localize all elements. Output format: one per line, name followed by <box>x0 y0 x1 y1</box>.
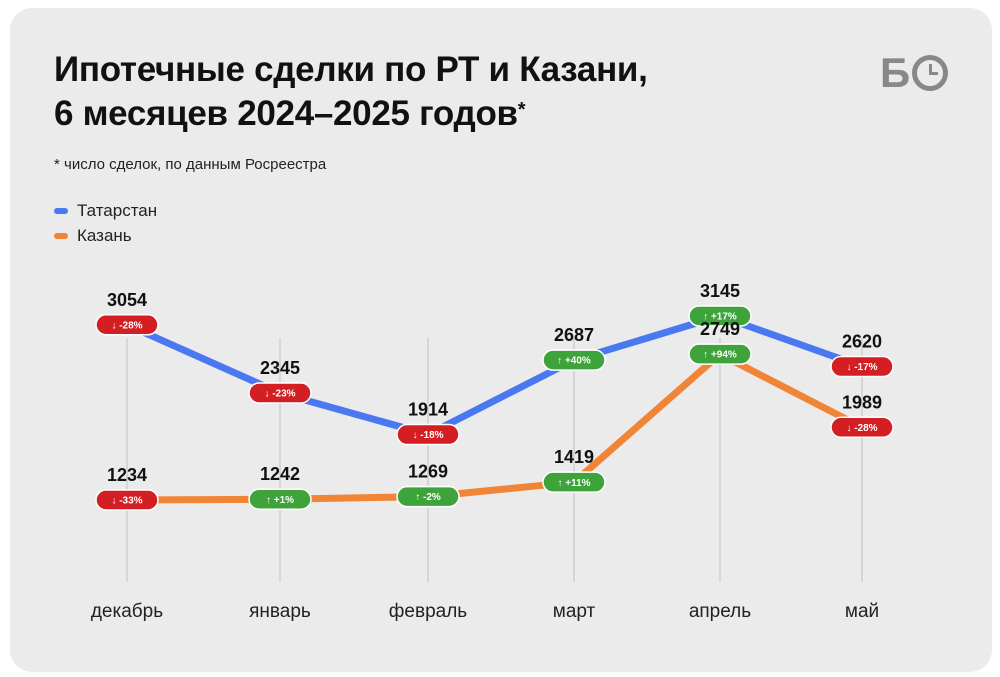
change-badge-0-1 <box>248 382 312 404</box>
value-label-0-0: 3054 <box>107 290 147 310</box>
change-badge-text-1-4: ↑ +94% <box>703 350 737 361</box>
legend-item-tatarstan: Татарстан <box>54 198 157 223</box>
chart-card: Ипотечные сделки по РТ и Казани, 6 месяц… <box>10 8 992 672</box>
x-tick-label-2: февраль <box>389 601 468 622</box>
data-point-1-4: ↑ +94% 2749 <box>688 319 752 365</box>
value-label-1-3: 1419 <box>554 447 594 467</box>
legend-item-kazan: Казань <box>54 223 157 248</box>
change-badge-0-4 <box>688 305 752 327</box>
change-badge-1-3 <box>542 471 606 493</box>
legend-swatch-kazan <box>54 232 68 239</box>
change-badge-0-3 <box>542 349 606 371</box>
data-point-1-3: ↑ +11% 1419 <box>542 447 606 493</box>
value-label-0-4: 3145 <box>700 281 740 301</box>
change-badge-1-1 <box>248 488 312 510</box>
change-badge-1-0 <box>95 489 159 511</box>
value-label-1-1: 1242 <box>260 464 300 484</box>
chart-title: Ипотечные сделки по РТ и Казани, 6 месяц… <box>54 48 648 136</box>
value-label-1-5: 1989 <box>842 392 882 412</box>
x-tick-label-0: декабрь <box>91 601 163 622</box>
change-badge-text-1-5: ↓ -28% <box>846 423 877 434</box>
change-badge-text-0-1: ↓ -23% <box>264 389 295 400</box>
value-label-0-5: 2620 <box>842 332 882 352</box>
change-badge-1-2 <box>396 485 460 508</box>
title-footnote-mark: * <box>517 99 526 121</box>
data-point-0-1: ↓ -23% 2345 <box>248 358 312 404</box>
clock-icon <box>912 55 949 91</box>
title-line-2: 6 месяцев 2024–2025 годов* <box>54 92 648 136</box>
value-label-1-0: 1234 <box>107 465 147 485</box>
x-tick-label-5: май <box>845 601 879 622</box>
x-tick-label-4: апрель <box>689 601 751 622</box>
value-label-1-2: 1269 <box>408 462 448 482</box>
series-line-0 <box>123 312 866 438</box>
legend-swatch-tatarstan <box>54 207 68 214</box>
change-badge-text-0-0: ↓ -28% <box>111 320 142 331</box>
change-badge-text-0-5: ↓ -17% <box>846 362 877 373</box>
change-badge-1-5 <box>830 416 894 439</box>
logo: Б <box>880 49 949 96</box>
change-badge-0-0 <box>95 314 159 336</box>
data-point-1-2: ↑ -2% 1269 <box>396 462 460 508</box>
x-tick-label-3: март <box>553 601 596 622</box>
value-label-1-4: 2749 <box>700 319 740 339</box>
data-point-0-3: ↑ +40% 2687 <box>542 325 606 371</box>
change-badge-text-1-1: ↑ +1% <box>266 495 294 506</box>
data-point-0-2: ↓ -18% 1914 <box>396 400 460 446</box>
footnote: * число сделок, по данным Росреестра <box>54 156 327 173</box>
value-label-0-2: 1914 <box>408 400 448 420</box>
data-point-1-1: ↑ +1% 1242 <box>248 464 312 510</box>
change-badge-text-0-3: ↑ +40% <box>557 356 591 367</box>
title-line-1: Ипотечные сделки по РТ и Казани, <box>54 50 648 89</box>
change-badge-text-0-2: ↓ -18% <box>412 430 443 441</box>
change-badge-text-1-3: ↑ +11% <box>557 478 590 489</box>
change-badge-text-0-4: ↑ +17% <box>703 312 737 323</box>
change-badge-1-4 <box>688 343 752 365</box>
title-line-2-text: 6 месяцев 2024–2025 годов <box>54 94 518 133</box>
value-label-0-3: 2687 <box>554 325 594 345</box>
legend-label-kazan: Казань <box>77 225 132 245</box>
logo-letter: Б <box>880 49 911 96</box>
change-badge-text-1-2: ↑ -2% <box>415 492 441 503</box>
data-point-0-0: ↓ -28% 3054 <box>95 290 159 336</box>
change-badge-text-1-0: ↓ -33% <box>111 496 142 507</box>
x-tick-label-1: январь <box>249 601 311 622</box>
change-badge-0-5 <box>830 355 894 378</box>
legend: Татарстан Казань <box>54 198 157 248</box>
data-point-1-0: ↓ -33% 1234 <box>95 465 159 511</box>
value-label-0-1: 2345 <box>260 358 300 378</box>
legend-label-tatarstan: Татарстан <box>77 200 158 220</box>
data-point-0-5: ↓ -17% 2620 <box>830 332 894 378</box>
data-point-1-5: ↓ -28% 1989 <box>830 392 894 439</box>
change-badge-0-2 <box>396 423 460 446</box>
data-point-0-4: ↑ +17% 3145 <box>688 281 752 327</box>
